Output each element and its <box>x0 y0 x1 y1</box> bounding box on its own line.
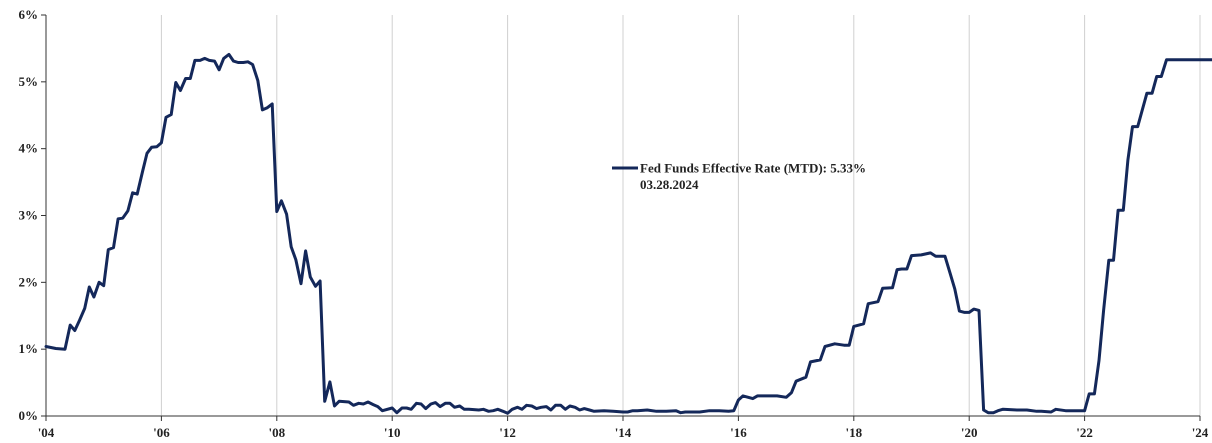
y-tick-label: 6% <box>19 7 39 22</box>
x-tick-label: '16 <box>730 425 747 440</box>
x-tick-label: '08 <box>268 425 285 440</box>
y-tick-label: 3% <box>19 208 39 223</box>
series-line <box>44 52 1212 415</box>
y-tick-label: 5% <box>19 74 39 89</box>
x-tick-label: '20 <box>961 425 978 440</box>
x-tick-label: '24 <box>1192 425 1209 440</box>
x-tick-label: '12 <box>499 425 516 440</box>
y-tick-label: 4% <box>19 141 39 156</box>
x-tick-label: '10 <box>384 425 401 440</box>
legend-date: 03.28.2024 <box>640 177 699 192</box>
x-tick-label: '18 <box>845 425 862 440</box>
y-tick-label: 1% <box>19 341 39 356</box>
x-tick-label: '04 <box>38 425 55 440</box>
x-tick-label: '14 <box>615 425 632 440</box>
y-tick-label: 0% <box>19 408 39 423</box>
legend-label: Fed Funds Effective Rate (MTD): 5.33% <box>640 161 866 176</box>
y-tick-label: 2% <box>19 274 39 289</box>
x-tick-label: '22 <box>1076 425 1093 440</box>
x-tick-label: '06 <box>153 425 170 440</box>
